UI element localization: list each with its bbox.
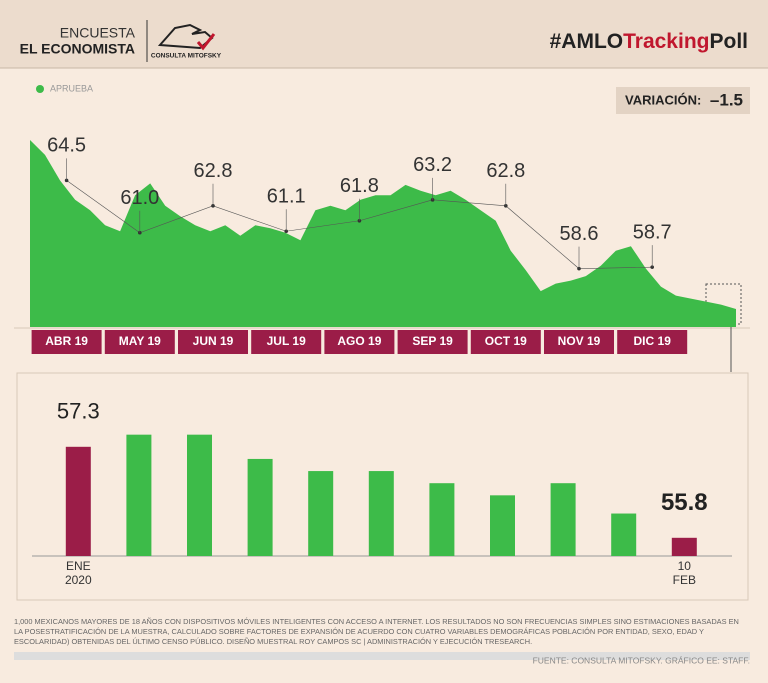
tick-line: 2020 bbox=[65, 573, 92, 587]
variation-box bbox=[616, 87, 750, 114]
bar bbox=[247, 458, 273, 556]
month-label: OCT 19 bbox=[485, 334, 527, 348]
average-label: 58.6 bbox=[560, 223, 599, 245]
month-box bbox=[470, 330, 541, 354]
bar bbox=[187, 434, 212, 556]
outlet: EL ECONOMISTA bbox=[20, 41, 135, 57]
average-label: 58.7 bbox=[633, 221, 672, 243]
average-label: 62.8 bbox=[486, 160, 525, 182]
month-box bbox=[544, 330, 614, 354]
bar bbox=[550, 483, 576, 556]
bar bbox=[308, 471, 334, 556]
bar bbox=[490, 495, 515, 556]
approval-area bbox=[30, 140, 736, 327]
survey: ENCUESTA bbox=[60, 25, 136, 41]
average-label: 61.0 bbox=[120, 187, 159, 209]
footnote: 1,000 MEXICANOS MAYORES DE 18 AÑOS CON D… bbox=[14, 617, 739, 646]
bar bbox=[126, 434, 152, 556]
average-label: 62.8 bbox=[194, 160, 233, 182]
bar bbox=[429, 483, 455, 556]
header-band bbox=[0, 0, 768, 68]
average-label: 64.5 bbox=[47, 135, 86, 157]
average-label: 63.2 bbox=[413, 154, 452, 176]
month-label: AGO 19 bbox=[337, 334, 381, 348]
detail-panel bbox=[16, 372, 749, 601]
hashtag-part: Poll bbox=[709, 30, 748, 53]
month-box bbox=[31, 330, 102, 354]
month-label: SEP 19 bbox=[412, 334, 453, 348]
variation-value: –1.5 bbox=[710, 90, 743, 109]
hashtag-part: Tracking bbox=[623, 30, 709, 53]
pollster: CONSULTA MITOFSKY bbox=[151, 53, 222, 60]
logo-check bbox=[196, 33, 216, 51]
month-box bbox=[617, 330, 688, 354]
tick-line: ENE bbox=[66, 559, 91, 573]
bar bbox=[368, 471, 394, 556]
legend-label: APRUEBA bbox=[50, 83, 93, 93]
bar bbox=[671, 537, 697, 556]
average-label: 61.8 bbox=[340, 175, 379, 197]
month-label: MAY 19 bbox=[119, 334, 161, 348]
tick-line: FEB bbox=[673, 573, 696, 587]
x-tick-label: 10 FEB bbox=[673, 559, 696, 587]
month-box bbox=[178, 330, 248, 354]
month-label: NOV 19 bbox=[558, 334, 601, 348]
month-box bbox=[397, 330, 468, 354]
legend-swatch bbox=[36, 85, 44, 93]
month-label: ABR 19 bbox=[45, 334, 88, 348]
variation-label: VARIACIÓN: bbox=[625, 92, 701, 107]
bar-label: 55.8 bbox=[661, 489, 708, 516]
month-box bbox=[324, 330, 395, 354]
source: FUENTE: CONSULTA MITOFSKY. GRÁFICO EE: S… bbox=[533, 655, 750, 665]
hashtag-part: #AMLO bbox=[550, 30, 624, 53]
month-label: JUL 19 bbox=[267, 334, 306, 348]
bar-label: 57.3 bbox=[57, 399, 100, 424]
month-box bbox=[251, 330, 322, 354]
tick-line: 10 bbox=[678, 559, 692, 573]
bar bbox=[611, 513, 637, 556]
bar bbox=[65, 446, 91, 556]
x-tick-label: ENE 2020 bbox=[65, 559, 92, 587]
month-box bbox=[104, 330, 175, 354]
hashtag: #AMLOTrackingPoll bbox=[550, 30, 748, 53]
month-label: DIC 19 bbox=[634, 334, 672, 348]
month-label: JUN 19 bbox=[193, 334, 234, 348]
average-label: 61.1 bbox=[267, 186, 306, 208]
